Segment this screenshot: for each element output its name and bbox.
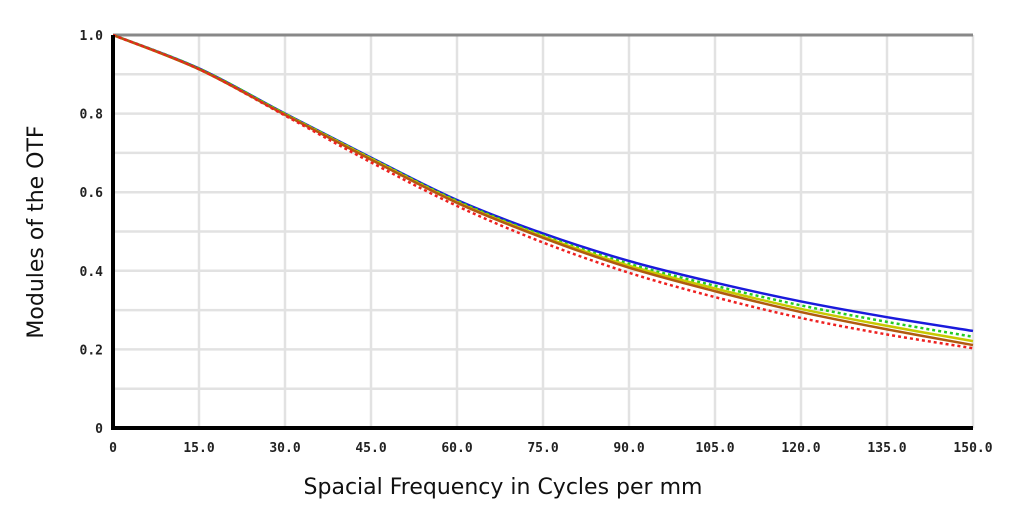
x-tick-label: 75.0 xyxy=(527,441,558,456)
y-tick-label: 0.6 xyxy=(80,186,104,201)
y-tick-label: 0.4 xyxy=(80,265,104,280)
x-tick-label: 150.0 xyxy=(953,441,992,456)
x-tick-label: 0 xyxy=(109,441,117,456)
tick-labels: 0 15.0 30.0 45.0 60.0 75.0 90.0 105.0 120.0 135.0… xyxy=(80,29,993,456)
axes xyxy=(111,35,973,430)
x-tick-label: 15.0 xyxy=(183,441,214,456)
x-tick-label: 90.0 xyxy=(613,441,644,456)
grid xyxy=(113,35,975,428)
y-tick-label: 0 xyxy=(95,422,103,437)
x-tick-label: 60.0 xyxy=(441,441,472,456)
series-brown xyxy=(112,33,974,347)
x-axis-label: Spacial Frequency in Cycles per mm xyxy=(304,475,703,500)
y-axis-label: Modules of the OTF xyxy=(24,125,49,338)
y-tick-label: 1.0 xyxy=(80,29,104,44)
x-tick-label: 105.0 xyxy=(695,441,734,456)
series-lines xyxy=(112,33,974,350)
x-tick-label: 120.0 xyxy=(781,441,820,456)
x-tick-label: 45.0 xyxy=(355,441,386,456)
y-tick-label: 0.8 xyxy=(80,108,104,123)
x-tick-label: 135.0 xyxy=(867,441,906,456)
x-tick-label: 30.0 xyxy=(269,441,300,456)
y-tick-label: 0.2 xyxy=(80,343,103,358)
